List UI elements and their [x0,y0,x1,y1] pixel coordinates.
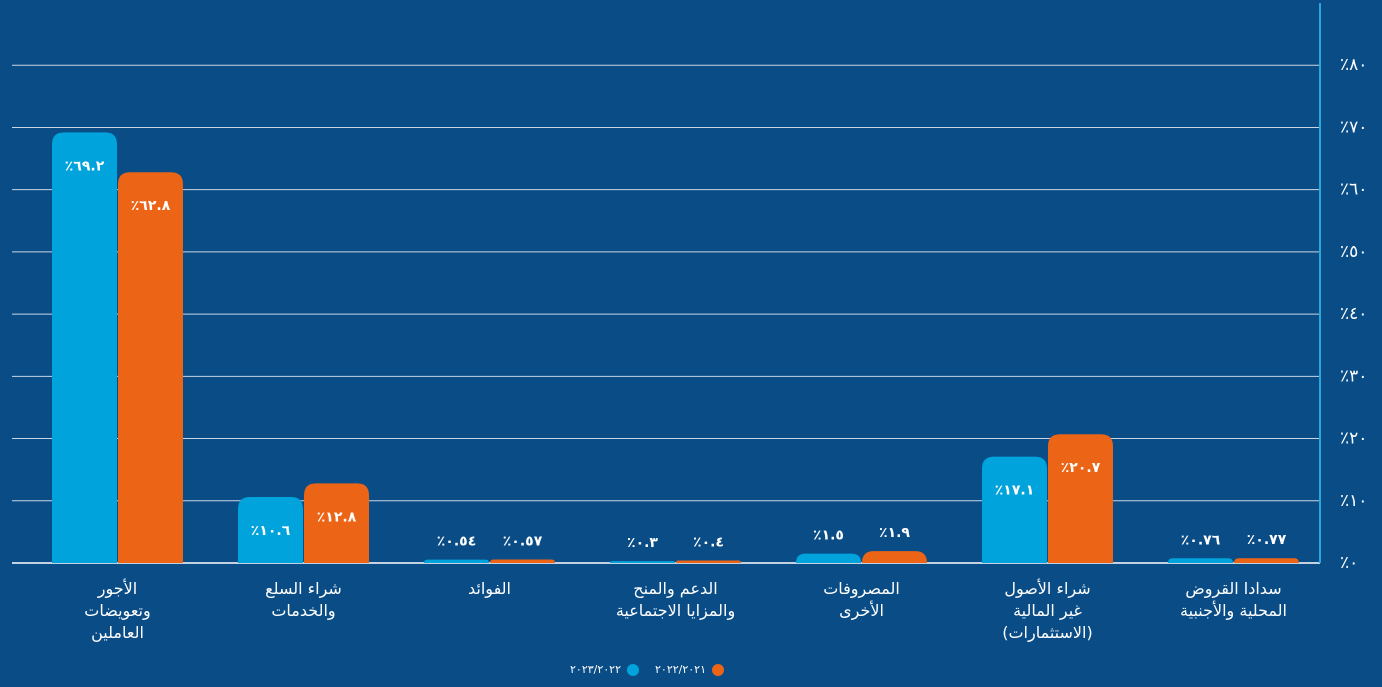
y-tick-label: ٪٦٠ [1340,180,1367,200]
x-tick-label: شراء السلع والخدمات [265,579,342,620]
y-tick-label: ٪١٠ [1340,491,1367,511]
bar [1048,434,1113,563]
legend-label: ٢٠٢٢/٢٠٢١ [655,663,706,676]
bar [796,553,861,563]
value-label: ٪٠.٧٧ [1247,532,1287,548]
value-label: ٪٠.٤ [693,535,724,551]
value-label: ٪٠.٥٧ [503,533,543,549]
y-tick-label: ٪٥٠ [1340,242,1367,262]
bar [1168,558,1233,563]
value-label: ٪٠.٧٦ [1181,532,1221,548]
bar [490,559,555,563]
bar [118,172,183,563]
y-tick-label: ٪٠ [1340,553,1358,573]
bar [1234,558,1299,563]
x-tick-label: شراء الأصول غير المالية (الاستثمارات) [1002,579,1093,642]
value-label: ٪١.٩ [879,525,910,541]
bar [676,560,741,563]
value-label: ٪٦٩.٢ [65,158,105,174]
y-tick-label: ٪٢٠ [1340,429,1367,449]
value-label: ٪١٢.٨ [317,509,357,525]
legend-swatch [626,663,639,676]
value-label: ٪٦٢.٨ [131,198,171,214]
bar [304,483,369,563]
x-tick-label: سدادا القروض المحلية والأجنبية [1180,579,1287,620]
bar [610,561,675,563]
value-label: ٪١٧.١ [995,483,1035,499]
y-tick-label: ٪٧٠ [1340,117,1367,137]
x-tick-label: الفوائد [468,579,511,598]
value-label: ٪١.٥ [813,528,844,544]
bar [862,551,927,563]
legend-item: ٢٠٢٣/٢٠٢٢ [570,663,639,676]
bar [52,132,117,563]
value-label: ٪٠.٥٤ [437,534,477,550]
bar [238,497,303,563]
x-tick-label: المصروفات الأخرى [823,579,900,620]
legend-label: ٢٠٢٣/٢٠٢٢ [570,663,621,676]
legend-item: ٢٠٢٢/٢٠٢١ [655,663,724,676]
bar [424,559,489,563]
y-tick-label: ٪٤٠ [1340,304,1367,324]
value-label: ٪٠.٣ [627,535,658,551]
y-tick-label: ٪٣٠ [1340,366,1367,386]
bar [982,456,1047,563]
x-tick-label: الأجور وتعويضات العاملين [84,579,151,642]
x-tick-label: الدعم والمنح والمزايا الاجتماعية [615,579,736,620]
y-tick-label: ٪٨٠ [1340,55,1367,75]
legend-swatch [711,663,724,676]
value-label: ٪٢٠.٧ [1061,460,1101,476]
value-label: ٪١٠.٦ [251,523,291,539]
